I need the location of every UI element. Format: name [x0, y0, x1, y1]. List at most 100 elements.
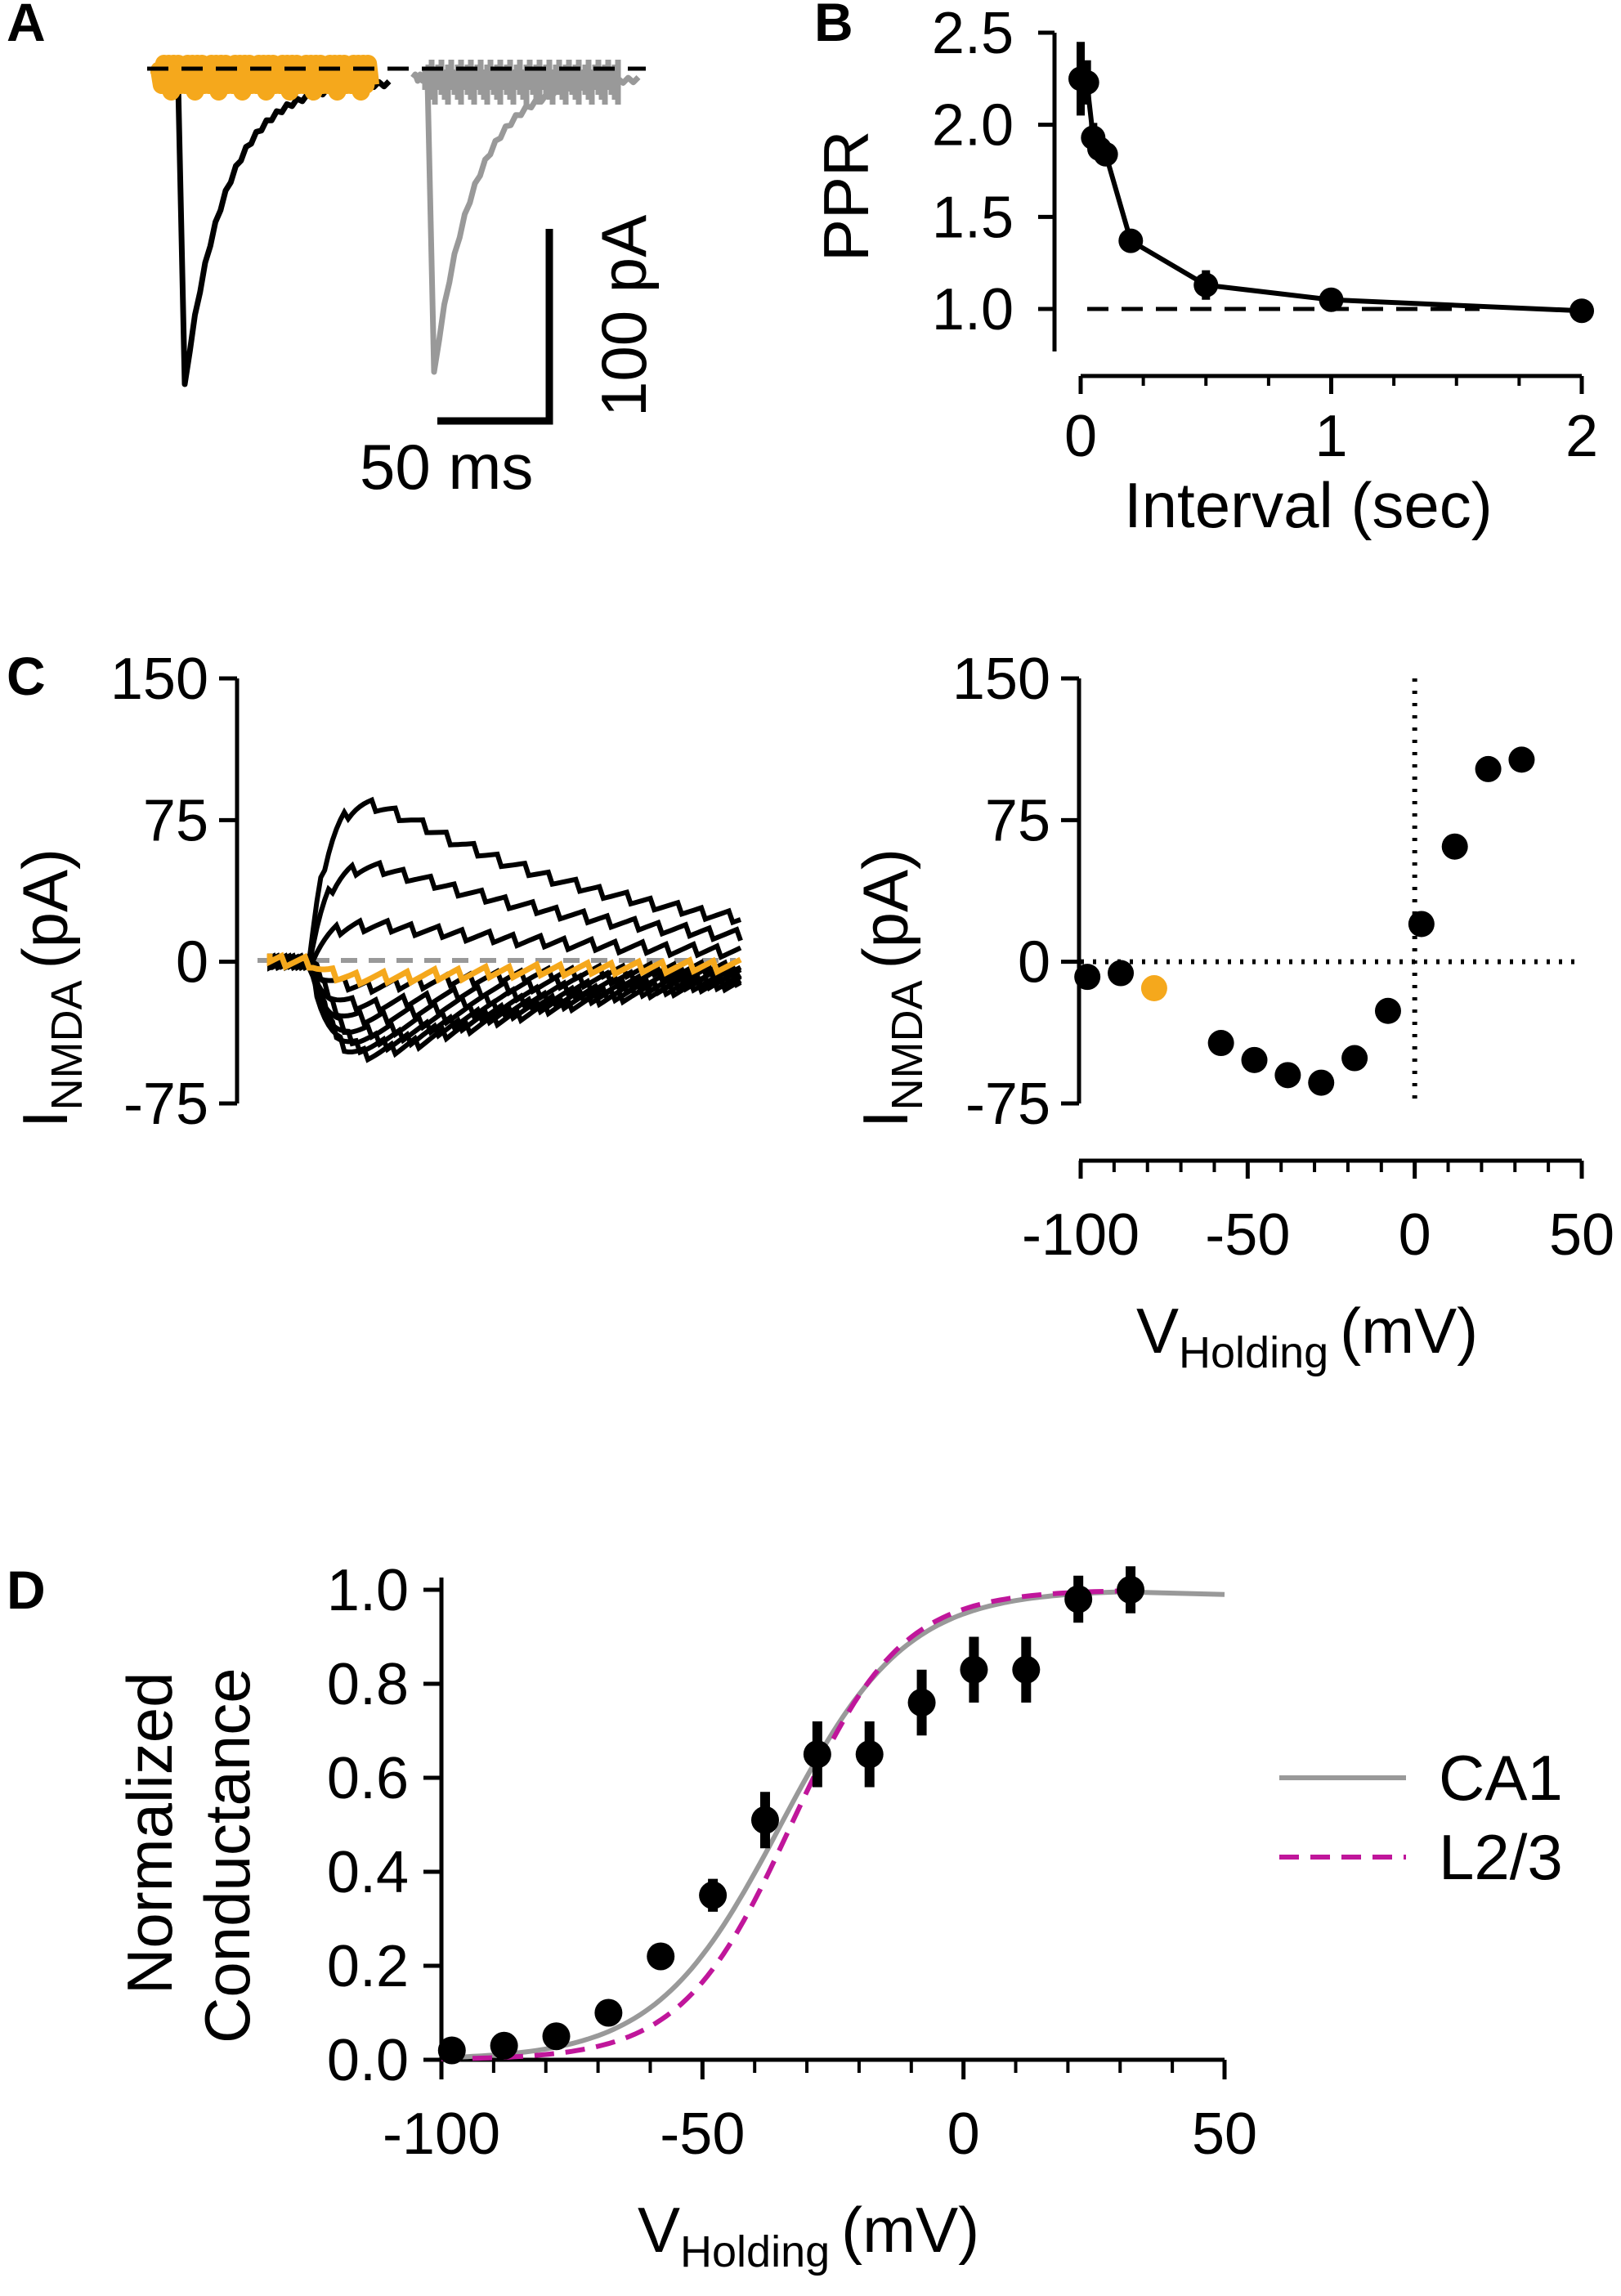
- y-tick-label: 2.0: [932, 93, 1014, 159]
- x-ticks: 0 1 2: [1064, 376, 1598, 469]
- y-tick-label: 0.6: [327, 1746, 409, 1811]
- scale-bar: [437, 229, 553, 425]
- y-axis-label: INMDA (pA): [9, 848, 92, 1128]
- data-point: [1441, 833, 1468, 860]
- data-point: [490, 2031, 518, 2060]
- y-tick-label: 150: [952, 647, 1050, 712]
- y-ticks: 0.0 0.2 0.4 0.6 0.8 1.0: [327, 1558, 441, 2093]
- x-tick-label: 50: [1549, 1202, 1614, 1268]
- y-label-unit: (pA): [849, 848, 921, 969]
- data-point: [1374, 997, 1401, 1024]
- time-scale-label: 50 ms: [360, 431, 533, 503]
- data-point: [1093, 141, 1118, 167]
- data-point: [1319, 287, 1344, 312]
- y-label-unit: (pA): [9, 848, 81, 969]
- data-point: [1064, 1585, 1093, 1613]
- panel-c-letter: C: [7, 646, 46, 706]
- y-ticks: -75 0 75 150: [952, 647, 1079, 1137]
- data-point: [437, 2036, 466, 2065]
- y-tick-label: 1.5: [932, 185, 1014, 250]
- series-line: [1079, 76, 1583, 314]
- x-axis-label: VHolding (mV): [638, 2194, 979, 2276]
- data-point: [960, 1655, 988, 1684]
- legend-label-l23: L2/3: [1439, 1821, 1563, 1893]
- y-axis-label: PPR: [810, 131, 882, 262]
- y-label-main: I: [9, 1110, 81, 1128]
- nmda-trace: [267, 952, 742, 1027]
- panel-c-traces: C -75 0 75 150 INMDA (pA): [7, 646, 743, 1137]
- y-tick-label: 0.4: [327, 1840, 409, 1905]
- x-axis-label: Interval (sec): [1124, 469, 1493, 541]
- data-point: [1570, 298, 1594, 324]
- y-tick-label: 75: [985, 788, 1050, 853]
- data-point: [855, 1740, 884, 1769]
- x-label-sub: Holding: [680, 2227, 830, 2276]
- data-point: [1241, 1046, 1268, 1073]
- x-tick-label: -100: [1022, 1202, 1140, 1268]
- data-point: [1274, 1062, 1301, 1089]
- panel-c-iv: -75 0 75 150 -100 -50 0 50 INMDA (pA) VHolding(…: [849, 647, 1614, 1377]
- x-tick-label: 0: [947, 2101, 980, 2167]
- x-tick-label: 1: [1314, 404, 1347, 469]
- y-tick-label: 0.2: [327, 1934, 409, 1999]
- data-point: [1475, 755, 1502, 782]
- nmda-trace: [267, 796, 742, 972]
- x-label-sub: Holding: [1179, 1328, 1328, 1377]
- x-tick-label: 2: [1565, 404, 1598, 469]
- data-point: [699, 1881, 728, 1909]
- y-tick-label: 1.0: [327, 1558, 409, 1623]
- nmda-trace: [267, 952, 742, 1056]
- data-point: [1341, 1045, 1368, 1072]
- x-label-unit: (mV): [841, 2194, 979, 2266]
- panel-b-letter: B: [814, 0, 853, 52]
- y-tick-label: 1.0: [932, 277, 1014, 342]
- y-tick-label: -75: [965, 1072, 1050, 1137]
- y-tick-label: 0.8: [327, 1652, 409, 1717]
- nmda-trace: [267, 859, 743, 972]
- y-tick-label: 75: [143, 788, 208, 853]
- data-point: [1207, 1030, 1234, 1057]
- x-tick-label: 50: [1192, 2101, 1257, 2167]
- x-label-main: V: [638, 2194, 680, 2266]
- gray-trace: [410, 60, 641, 375]
- x-tick-label: 0: [1064, 404, 1097, 469]
- nmda-traces: [266, 796, 743, 1063]
- y-tick-label: 0.0: [327, 2028, 409, 2093]
- y-label-sub: NMDA: [883, 980, 932, 1110]
- ca1-fit-line: [441, 1589, 1225, 2061]
- highlight-point: [1140, 975, 1167, 1002]
- legend: CA1 L2/3: [1279, 1742, 1563, 1893]
- data-points: [437, 1566, 1145, 2065]
- data-point: [750, 1806, 779, 1834]
- x-label-unit: (mV): [1340, 1295, 1478, 1367]
- orange-trace: [150, 55, 380, 101]
- current-scale-label: 100 pA: [588, 215, 660, 417]
- y-tick-label: 2.5: [932, 1, 1014, 66]
- panel-d-letter: D: [7, 1560, 46, 1620]
- data-point: [594, 1998, 623, 2027]
- y-ticks: -75 0 75 150: [110, 647, 237, 1137]
- black-trace: [161, 75, 392, 387]
- y-tick-label: -75: [123, 1072, 208, 1137]
- data-point: [542, 2022, 571, 2051]
- y-label-main: I: [849, 1110, 921, 1128]
- panel-a-letter: A: [7, 0, 46, 52]
- axes: [439, 1578, 1225, 2062]
- data-point: [647, 1942, 675, 1971]
- y-ticks: 1.0 1.5 2.0 2.5: [932, 1, 1055, 342]
- data-point: [803, 1740, 831, 1769]
- x-ticks: -100 -50 0 50: [1022, 1161, 1614, 1268]
- x-label-main: V: [1136, 1295, 1179, 1367]
- data-point: [1117, 1576, 1145, 1604]
- x-axis-label: VHolding (mV): [1136, 1295, 1478, 1377]
- legend-label-ca1: CA1: [1439, 1742, 1563, 1814]
- data-points: [1074, 746, 1535, 1096]
- data-point: [1508, 746, 1535, 773]
- x-ticks: -100 -50 0 50: [383, 2060, 1257, 2167]
- l23-fit-line: [441, 1588, 1121, 2061]
- x-tick-label: -100: [383, 2101, 500, 2167]
- data-point: [1012, 1655, 1041, 1684]
- panel-b: B 1.0 1.5 2.0 2.5 0 1 2 PPR Interval (sec): [810, 0, 1598, 541]
- x-tick-label: -50: [660, 2101, 745, 2167]
